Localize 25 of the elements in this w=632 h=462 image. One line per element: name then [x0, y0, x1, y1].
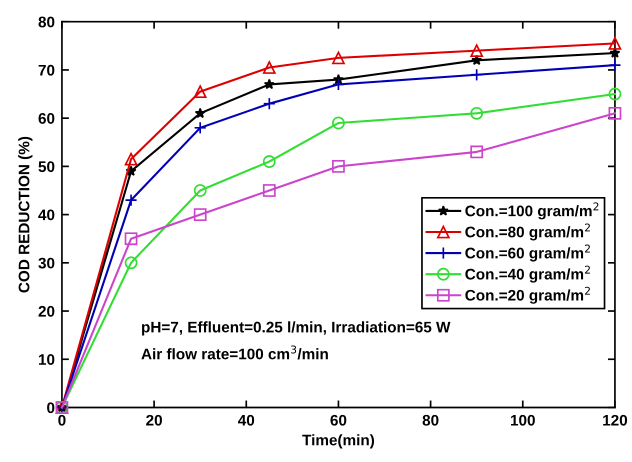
y-tick-label: 40 [38, 209, 54, 220]
y-axis-title: COD REDUCTION (%) [18, 136, 32, 292]
y-tick-label: 30 [38, 258, 54, 269]
legend-label: Con.=60 gram/m$^{2}$ [465, 244, 590, 262]
x-tick-label: 40 [238, 414, 254, 426]
y-tick-label: 70 [38, 64, 54, 76]
y-tick-label: 0 [47, 402, 54, 414]
y-tick-label: 80 [38, 16, 54, 28]
legend-label: Con.=80 gram/m$^{2}$ [465, 223, 590, 240]
x-tick-label: 0 [58, 414, 66, 426]
legend-label: Con.=100 gram/m$^{2}$ [465, 202, 598, 220]
x-tick-label: 20 [146, 414, 162, 426]
y-tick-label: 50 [38, 161, 54, 172]
annotation: pH=7, Effluent=0.25 l/min, Irradiation=65 W [142, 321, 450, 336]
x-axis-title: Time(min) [302, 434, 374, 448]
legend-label: Con.=40 gram/m$^{2}$ [465, 266, 590, 283]
x-tick-label: 60 [330, 414, 346, 426]
legend-label: Con.=20 gram/m$^{2}$ [465, 286, 590, 304]
x-tick-label: 80 [422, 414, 438, 426]
y-tick-label: 10 [38, 354, 54, 365]
x-tick-label: 120 [603, 414, 628, 426]
y-tick-label: 60 [38, 113, 54, 124]
x-tick-label: 100 [510, 414, 535, 426]
y-tick-label: 20 [38, 306, 54, 317]
annotation: Air flow rate=100 cm$^{3}$/min [141, 345, 328, 360]
